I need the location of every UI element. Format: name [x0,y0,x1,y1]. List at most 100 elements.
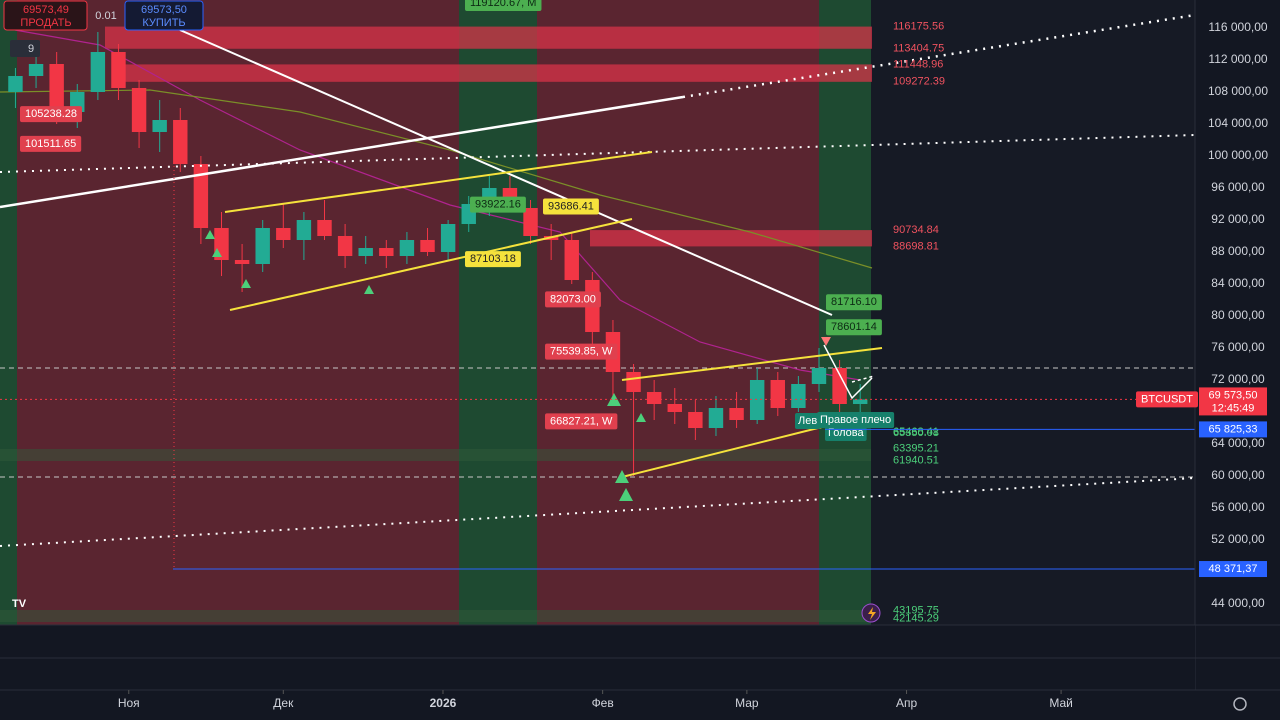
session-band [459,0,537,625]
price-tag-label: 93686.41 [548,200,594,212]
y-tick-label: 80 000,00 [1211,308,1265,322]
candle-body [8,76,23,92]
zone-top-label: 111448.96 [893,58,943,70]
y-tick-label: 76 000,00 [1211,340,1265,354]
alert-label: 65 825,33 [1209,423,1258,435]
symbol-badge [1136,391,1198,408]
pattern-label: Голова [828,427,864,439]
level-label: 65350.08 [893,427,939,439]
buy-signal [619,488,633,501]
channel-line [621,347,883,381]
candle-body [708,408,724,428]
channel-line [229,218,633,311]
indicators-count: 9 [28,43,34,55]
price-tag-label: 105238.28 [25,108,77,120]
price-zone [105,26,872,49]
y-tick-label: 44 000,00 [1211,596,1265,610]
candle-body [255,228,270,264]
x-tick-label: Дек [273,696,294,710]
last-price-badge [1199,387,1267,416]
sell-signal [821,337,831,346]
candle-body [791,384,806,408]
buy-button[interactable] [124,0,204,31]
signal-markers [205,230,646,501]
candle-body [28,64,44,76]
y-tick-label: 60 000,00 [1211,468,1265,482]
x-tick-label: Апр [896,696,918,710]
price-tag-label: 119120.67, M [470,0,536,9]
price-tag-label: 78601.14 [831,321,877,333]
price-tag [470,196,526,213]
candle-body [379,248,394,256]
indicators-toggle[interactable] [10,40,40,57]
y-tick-label: 88 000,00 [1211,244,1265,258]
y-tick-label: 116 000,00 [1208,20,1267,34]
candle-body [296,220,312,240]
countdown: 12:45:49 [1212,402,1255,414]
price-tag [465,0,542,12]
buy-signal [636,413,646,422]
candle-body [111,52,126,88]
candle-body [523,208,538,236]
y-tick-label: 52 000,00 [1211,532,1265,546]
buy-signal [212,248,222,257]
candle-body [852,399,868,404]
candle-body [564,240,579,280]
price-tag-label: 93922.16 [475,199,521,211]
level-label: 65468.41 [893,426,939,438]
pattern-tag [795,413,821,429]
candle-body [49,64,64,112]
level-label: 61940.51 [893,454,939,466]
sell-button[interactable] [3,0,88,31]
pattern-tag [817,412,895,428]
x-tick-label: Фев [592,696,614,710]
zone-top-label: 116175.56 [893,21,944,33]
alert-badge [1199,421,1267,438]
x-tick-label: Ноя [118,696,140,710]
buy-signal [205,230,215,239]
channel-line [621,424,831,478]
y-tick-label: 108 000,00 [1208,84,1268,98]
trend-line [0,95,684,209]
price-tag-label: 87103.18 [470,253,516,265]
price-tag [465,251,521,268]
price-tag [545,291,601,308]
price-tag-label: 82073.00 [550,293,596,305]
settings-button[interactable] [1233,697,1247,711]
sell-text: ПРОДАТЬ [20,17,71,29]
buy-text: КУПИТЬ [142,17,185,29]
price-tag [545,413,618,430]
price-zone [590,230,872,247]
candle-body [173,120,188,164]
y-tick-label: 64 000,00 [1211,436,1265,450]
price-tag [826,319,882,336]
level-label: 43195.75 [893,604,939,616]
session-band [0,0,17,625]
buy-signal [364,285,374,294]
level-label: 42145.29 [893,613,939,625]
price-zone [120,64,872,82]
candle-body [626,372,641,392]
pattern-label: Лев [798,415,817,427]
moving-average [14,29,861,381]
pattern-line [851,375,875,383]
quantity[interactable]: 0.01 [95,10,116,22]
event-icon-bolt [868,607,876,620]
x-tick-label: Май [1049,696,1073,710]
y-tick-label: 112 000,00 [1208,52,1267,66]
trend-line [682,13,1196,99]
y-tick-label: 100 000,00 [1208,148,1268,162]
zone-bottom-label: 88698.81 [893,240,939,252]
sell-price: 69573,49 [23,4,69,16]
candle-body [276,228,291,240]
zone-bottom-label: 113404.75 [893,43,944,55]
pattern-line [823,344,873,400]
alert-badge [1199,561,1267,578]
level-label: 63395.21 [893,443,939,455]
candle-body [131,88,147,132]
y-tick-label: 84 000,00 [1211,276,1265,290]
y-tick-label: 96 000,00 [1211,180,1265,194]
